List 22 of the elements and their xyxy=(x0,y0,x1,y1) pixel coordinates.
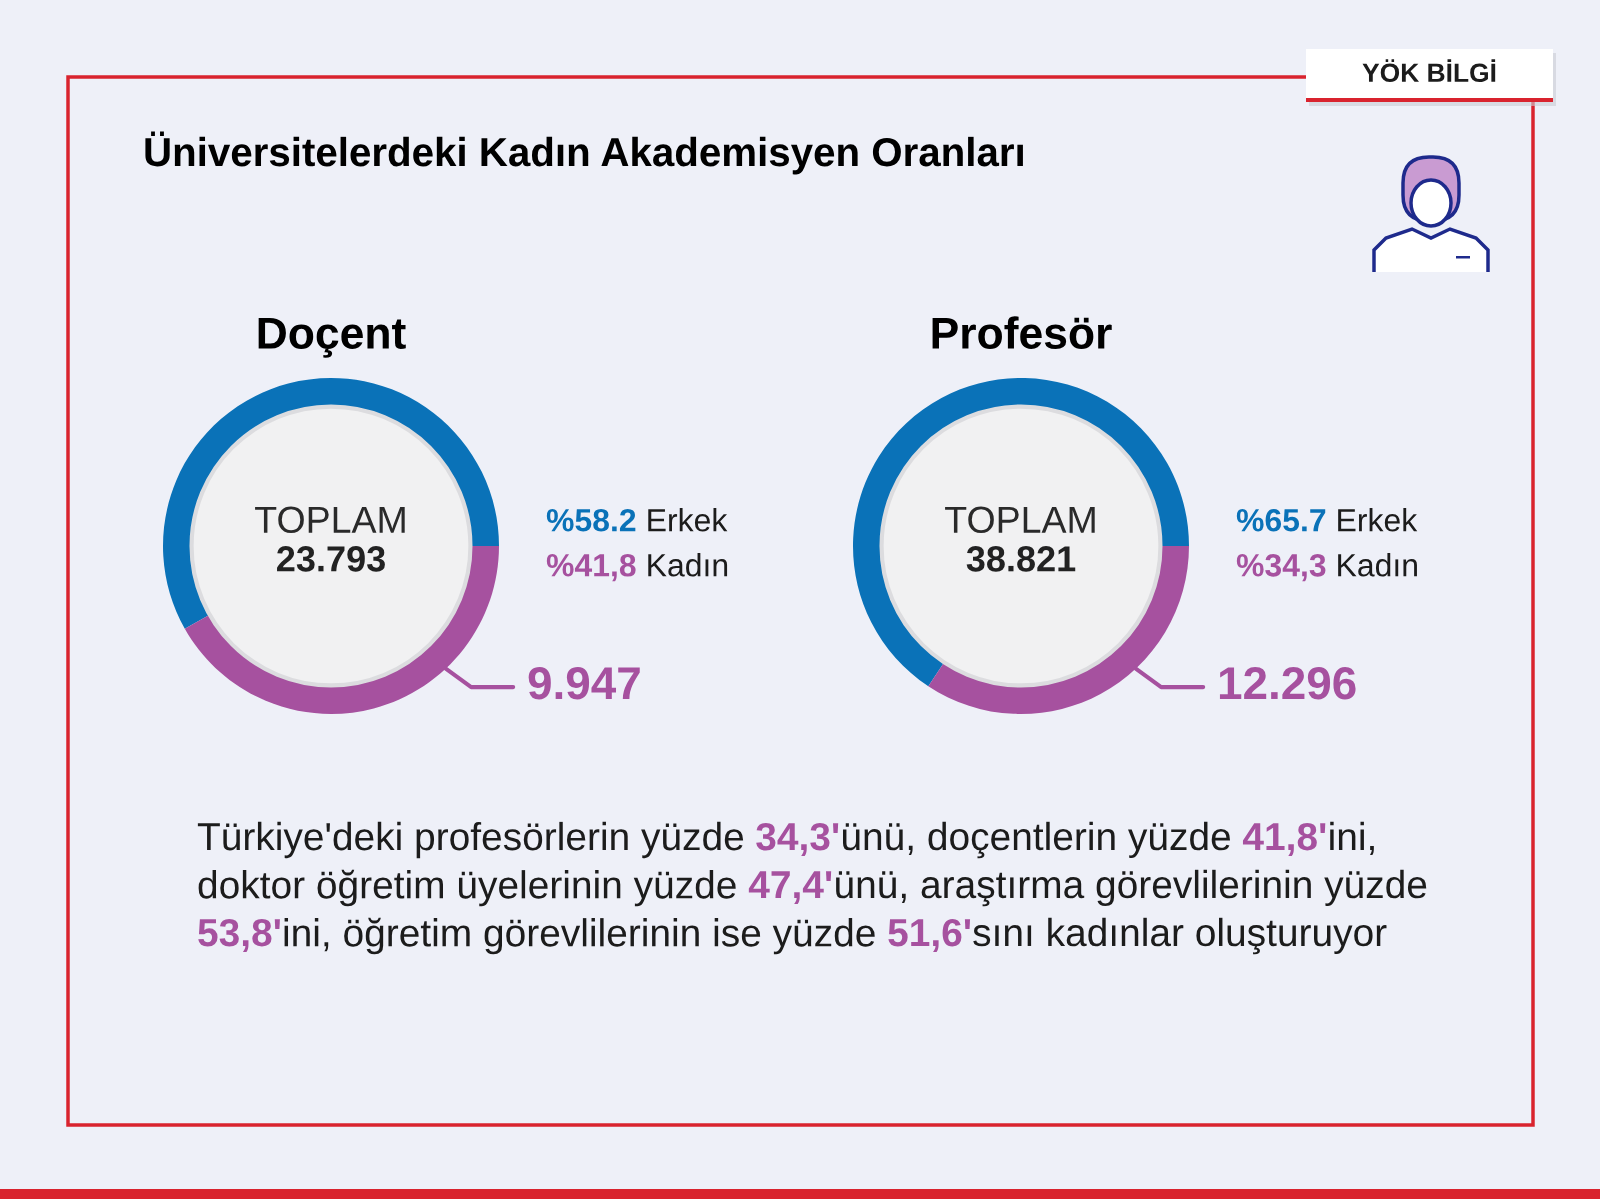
text: 12.296 xyxy=(1219,666,1356,700)
slice-label: Kadın xyxy=(648,553,728,577)
data-label: %34,3 xyxy=(1236,553,1326,582)
chart-title: Doçent xyxy=(258,317,406,358)
slice-label: Erkek xyxy=(1338,508,1418,532)
text: doktor öğretim üyelerinin yüzde 47,4'ünü, araştırma görevlilerinin yüzde xyxy=(198,869,1427,907)
data-label: %58.2 xyxy=(546,508,636,532)
text: TOPLAM xyxy=(255,506,405,534)
text: 53,8'ini, öğretim görevlilerinin ise yüzde 51,6'sını kadınlar oluşturuyor xyxy=(198,917,1387,955)
text: TOPLAM xyxy=(945,506,1095,534)
donut-slice xyxy=(853,378,1189,687)
slice-label: Kadın xyxy=(1338,553,1417,577)
slice-label: Erkek xyxy=(648,508,728,532)
data-label: %65.7 xyxy=(1236,508,1326,532)
text: Türkiye'deki profesörlerin yüzde 34,3'ünü, doçentlerin yüzde 41,8'ini, xyxy=(197,821,1374,859)
text: 23.793 xyxy=(277,546,385,572)
text: Üniversitelerdeki Kadın Akademisyen Oranları xyxy=(145,131,1023,175)
text: YÖK BİLGİ xyxy=(1362,59,1496,83)
chart-title: Profesör xyxy=(932,316,1112,349)
text: 9.947 xyxy=(528,666,640,700)
data-label: %41,8 xyxy=(546,553,636,582)
text: 38.821 xyxy=(966,546,1076,572)
